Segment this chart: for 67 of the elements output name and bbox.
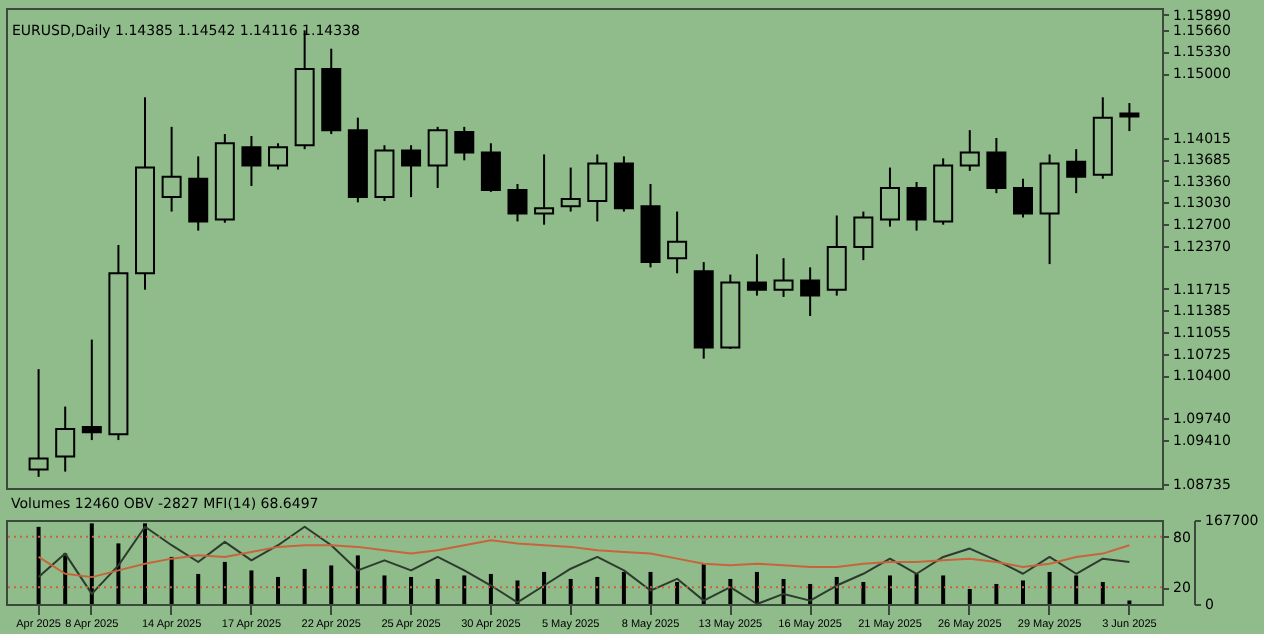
candlestick: [800, 266, 821, 317]
bar: [36, 526, 41, 604]
bar: [994, 583, 999, 604]
candlestick: [534, 153, 555, 226]
candlestick: [55, 405, 76, 473]
candlestick: [986, 137, 1007, 195]
candlestick: [401, 144, 422, 199]
bar: [728, 578, 733, 604]
candlestick: [853, 210, 874, 262]
bar: [89, 523, 94, 604]
candlestick: [161, 125, 182, 213]
bar: [941, 575, 946, 604]
candlestick: [879, 166, 900, 228]
candlestick: [81, 338, 102, 442]
bar: [861, 581, 866, 604]
bar: [169, 556, 174, 604]
bar: [887, 575, 892, 604]
bar: [1047, 571, 1052, 604]
bar: [1020, 580, 1025, 604]
bar: [382, 575, 387, 604]
bar: [196, 573, 201, 604]
bar: [967, 588, 972, 604]
bar: [1100, 581, 1105, 604]
candlestick: [241, 135, 262, 187]
candlestick: [959, 129, 980, 172]
candlestick: [773, 257, 794, 298]
bar: [249, 570, 254, 604]
bar: [116, 543, 121, 604]
bar: [355, 555, 360, 604]
candlestick: [906, 181, 927, 232]
candlestick: [560, 166, 581, 213]
bar: [143, 523, 148, 604]
bar: [222, 561, 227, 604]
bar: [621, 571, 626, 604]
bar: [63, 553, 68, 604]
bar: [675, 581, 680, 604]
candlestick: [427, 125, 448, 189]
candlestick: [826, 214, 847, 297]
candlestick: [454, 125, 475, 162]
candlestick: [374, 144, 395, 203]
candlestick: [1012, 177, 1033, 219]
bar: [488, 573, 493, 604]
candlestick: [28, 368, 49, 478]
bar: [754, 571, 759, 604]
bar: [302, 568, 307, 604]
candlestick: [587, 153, 608, 223]
bar: [409, 576, 414, 604]
candlestick: [746, 253, 767, 297]
bar: [435, 578, 440, 604]
bar: [834, 576, 839, 604]
bar: [914, 573, 919, 604]
bar: [462, 575, 467, 604]
bar: [1074, 575, 1079, 604]
bar: [568, 578, 573, 604]
bar: [276, 576, 281, 604]
candlestick: [268, 142, 289, 171]
line-series: [37, 525, 1131, 605]
candlestick: [188, 155, 209, 232]
candlestick: [613, 155, 634, 213]
bar: [542, 571, 547, 604]
bar: [595, 576, 600, 604]
candlestick: [1119, 102, 1140, 133]
candlestick: [480, 142, 501, 193]
candlestick: [667, 210, 688, 275]
bar: [329, 565, 334, 604]
candlestick: [507, 182, 528, 223]
candlestick: [1066, 148, 1087, 195]
